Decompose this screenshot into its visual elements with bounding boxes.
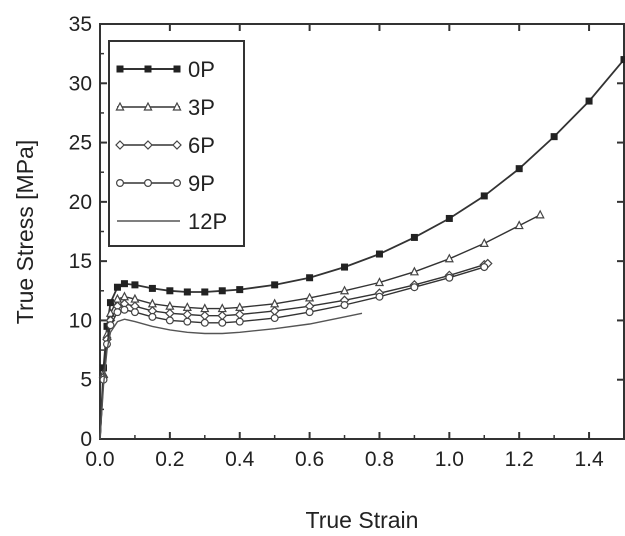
data-point-0P bbox=[585, 97, 593, 105]
legend-marker bbox=[143, 140, 153, 150]
legend-marker bbox=[143, 101, 153, 111]
legend-marker bbox=[172, 101, 182, 111]
series-0P bbox=[99, 56, 625, 440]
legend-label: 9P bbox=[188, 171, 215, 196]
data-point-0P bbox=[120, 280, 128, 288]
data-point-0P bbox=[106, 299, 114, 307]
data-point-9P bbox=[106, 321, 115, 330]
data-point-3P bbox=[444, 253, 454, 263]
series-6P bbox=[98, 258, 493, 440]
data-point-0P bbox=[148, 284, 156, 292]
data-point-3P bbox=[409, 266, 419, 276]
data-point-9P bbox=[130, 308, 139, 317]
data-point-9P bbox=[113, 308, 122, 317]
data-point-0P bbox=[445, 214, 453, 222]
data-point-3P bbox=[339, 285, 350, 295]
data-point-0P bbox=[550, 133, 558, 141]
x-tick-label: 1.0 bbox=[435, 448, 464, 471]
y-tick-label: 5 bbox=[80, 369, 92, 392]
legend-marker bbox=[115, 101, 125, 111]
legend-entry-0P: 0P bbox=[116, 57, 215, 82]
data-point-0P bbox=[480, 192, 488, 200]
data-point-0P bbox=[341, 263, 349, 271]
legend-marker bbox=[115, 140, 125, 150]
data-point-9P bbox=[480, 263, 489, 272]
data-point-3P bbox=[514, 220, 524, 230]
data-point-3P bbox=[305, 292, 315, 302]
series-9P bbox=[99, 263, 489, 440]
data-point-3P bbox=[535, 209, 545, 219]
data-point-9P bbox=[235, 317, 244, 326]
y-tick-label: 25 bbox=[69, 132, 92, 155]
legend-entry-6P: 6P bbox=[115, 133, 215, 158]
x-tick-label: 0.8 bbox=[365, 448, 394, 471]
data-point-0P bbox=[201, 288, 209, 296]
y-tick-label: 0 bbox=[80, 428, 92, 451]
data-point-0P bbox=[620, 56, 625, 64]
axis-ticks: 0.0 0.2 0.4 0.6 0.8 1.0 1.2 1.4 0 5 10 15 20 25 30 35 bbox=[69, 13, 625, 471]
data-point-9P bbox=[375, 292, 384, 301]
x-axis-title: True Strain bbox=[306, 507, 419, 533]
legend-box bbox=[108, 40, 245, 247]
data-point-9P bbox=[102, 340, 111, 349]
data-point-0P bbox=[375, 250, 383, 258]
legend-marker bbox=[173, 65, 181, 73]
data-point-9P bbox=[305, 308, 314, 317]
data-point-0P bbox=[183, 288, 191, 296]
legend-entry-3P: 3P bbox=[115, 95, 215, 120]
y-tick-label: 35 bbox=[69, 13, 92, 36]
legend-label: 12P bbox=[188, 209, 227, 234]
legend-label: 6P bbox=[188, 133, 215, 158]
data-point-3P bbox=[374, 277, 385, 287]
legend-marker bbox=[115, 179, 124, 188]
y-tick-label: 30 bbox=[69, 72, 92, 95]
data-point-9P bbox=[148, 312, 157, 321]
series-line-12P bbox=[99, 312, 363, 440]
data-point-9P bbox=[165, 316, 174, 325]
data-point-9P bbox=[445, 273, 454, 282]
data-point-3P bbox=[479, 238, 489, 247]
y-tick-label: 15 bbox=[69, 250, 92, 273]
x-tick-label: 1.4 bbox=[574, 448, 604, 471]
legend-marker bbox=[144, 179, 153, 188]
data-point-0P bbox=[515, 165, 523, 173]
data-point-9P bbox=[410, 283, 419, 292]
data-point-0P bbox=[113, 283, 121, 291]
legend-marker bbox=[116, 65, 124, 73]
data-point-9P bbox=[183, 317, 192, 326]
data-point-9P bbox=[200, 318, 209, 327]
data-point-9P bbox=[218, 318, 227, 327]
legend-marker bbox=[172, 140, 182, 150]
legend-entry-12P: 12P bbox=[117, 209, 227, 234]
data-point-0P bbox=[236, 286, 244, 294]
x-tick-label: 0.0 bbox=[85, 448, 114, 471]
y-axis-title: True Stress [MPa] bbox=[12, 140, 38, 324]
legend-label: 0P bbox=[188, 57, 215, 82]
y-tick-label: 10 bbox=[69, 309, 92, 332]
x-tick-label: 0.6 bbox=[295, 448, 324, 471]
legend-marker bbox=[144, 65, 152, 73]
data-point-9P bbox=[270, 314, 279, 323]
series-layer bbox=[98, 56, 625, 440]
data-point-0P bbox=[410, 233, 418, 241]
legend-marker bbox=[173, 179, 182, 188]
data-point-0P bbox=[131, 281, 139, 289]
data-point-9P bbox=[120, 305, 129, 314]
y-tick-label: 20 bbox=[69, 191, 92, 214]
data-point-0P bbox=[306, 274, 314, 282]
data-point-0P bbox=[218, 287, 226, 295]
legend: 0P 3P 6P 9P 12P bbox=[108, 40, 245, 247]
data-point-0P bbox=[271, 281, 279, 289]
legend-entry-9P: 9P bbox=[115, 171, 215, 196]
legend-label: 3P bbox=[188, 95, 215, 120]
x-tick-label: 1.2 bbox=[505, 448, 534, 471]
x-tick-label: 0.2 bbox=[155, 448, 184, 471]
x-tick-label: 0.4 bbox=[225, 448, 255, 471]
data-point-0P bbox=[166, 287, 174, 295]
data-point-9P bbox=[340, 301, 349, 310]
series-12P bbox=[99, 312, 363, 440]
